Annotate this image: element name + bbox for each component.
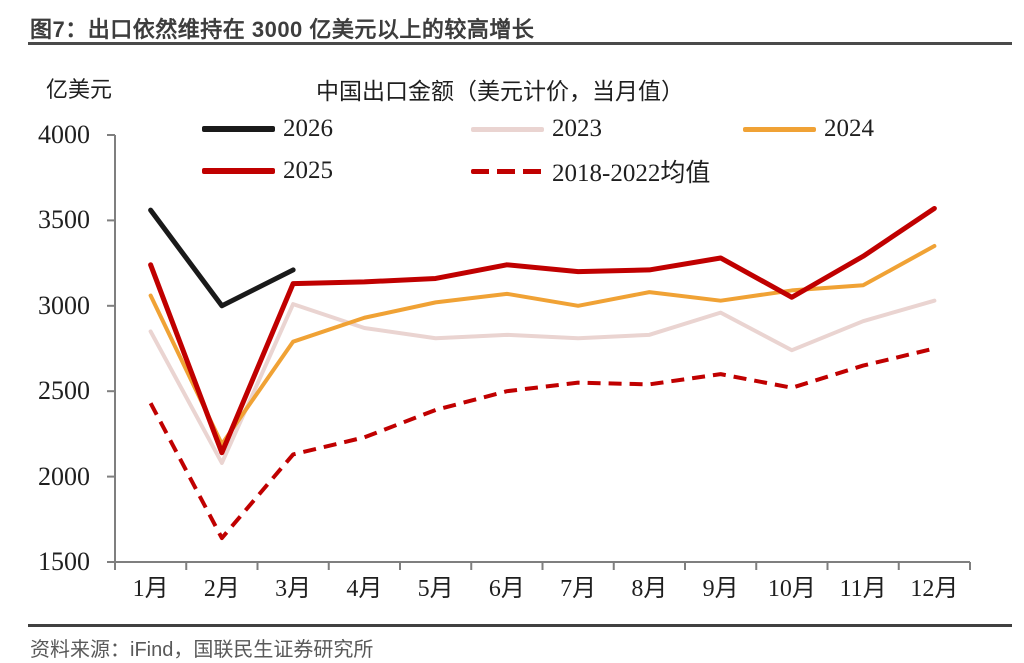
y-tick-label: 1500 [38, 547, 90, 576]
y-tick-label: 2000 [38, 462, 90, 491]
source-text: 资料来源：iFind，国联民生证券研究所 [30, 639, 374, 661]
legend-swatch-2023 [471, 126, 544, 132]
axis-lines [114, 135, 970, 563]
x-axis-labels: 1月 2月 3月 4月 5月 6月 7月 8月 9月 10月 11月 12月 [115, 576, 970, 602]
legend-label-2024: 2024 [824, 115, 874, 142]
figure-title: 图7：出口依然维持在 3000 亿美元以上的较高增长 [30, 17, 535, 42]
x-tick-label: 4月 [346, 576, 383, 602]
x-tick-label: 10月 [767, 576, 816, 602]
x-tick-label: 1月 [132, 576, 169, 602]
y-tick-label: 2500 [38, 376, 90, 405]
series-line-2026 [148, 207, 296, 309]
legend-item-2023: 2023 [471, 115, 602, 142]
footer-rule [28, 624, 1012, 627]
x-tick-label: 5月 [417, 576, 454, 602]
legend-swatch-2025 [202, 168, 275, 174]
legend-item-2025: 2025 [202, 157, 333, 184]
legend-label-2026: 2026 [283, 115, 333, 142]
series-line-2023 [148, 298, 937, 465]
y-axis-unit-label: 亿美元 [46, 77, 113, 102]
legend-label-2025: 2025 [283, 157, 333, 184]
legend-swatch-2018-2022-mean [471, 168, 544, 174]
x-tick-label: 11月 [839, 576, 887, 602]
x-tick-label: 8月 [631, 576, 668, 602]
x-tick-label: 9月 [702, 576, 739, 602]
x-tick-label: 7月 [560, 576, 597, 602]
chart-title: 中国出口金额（美元计价，当月值） [316, 79, 684, 104]
series-line-2025 [148, 205, 937, 456]
y-tick-label: 3500 [38, 205, 90, 234]
legend-item-2018-2022-mean: 2018-2022均值 [471, 158, 710, 187]
y-tick-label: 3000 [38, 291, 90, 320]
legend-label-2018-2022-mean: 2018-2022均值 [552, 160, 711, 187]
x-tick-label: 12月 [910, 576, 959, 602]
legend-swatch-2026 [202, 126, 275, 132]
legend-item-2026: 2026 [202, 115, 333, 142]
legend-label-2023: 2023 [552, 115, 602, 142]
legend-swatch-2024 [743, 126, 816, 132]
x-tick-label: 6月 [488, 576, 525, 602]
header-rule [28, 42, 1012, 45]
series-line-2018-2022均值 [148, 346, 935, 541]
legend-item-2024: 2024 [743, 115, 874, 142]
x-tick-label: 3月 [275, 576, 312, 602]
x-tick-label: 2月 [203, 576, 240, 602]
y-tick-label: 4000 [38, 120, 90, 149]
